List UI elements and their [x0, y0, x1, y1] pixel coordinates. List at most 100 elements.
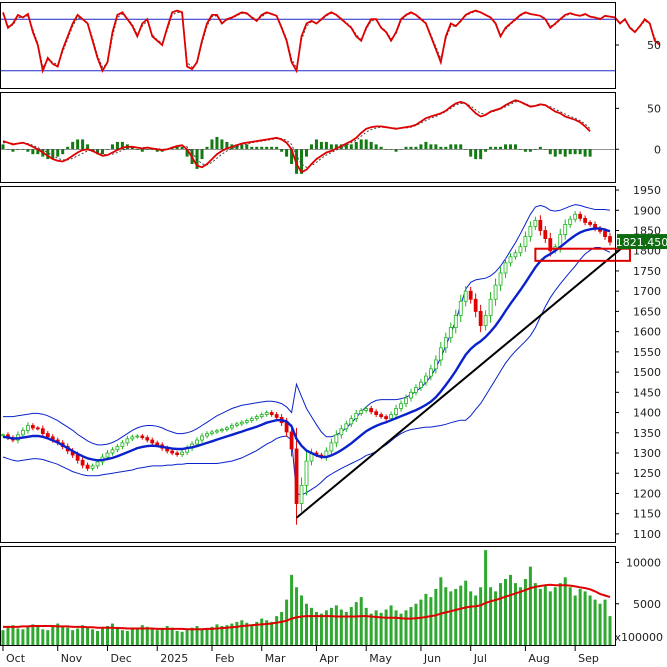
macd-histogram-bar — [205, 146, 209, 150]
price-candle-body — [1, 434, 5, 437]
price-candle-body — [603, 230, 607, 237]
volume-bar — [474, 595, 478, 645]
volume-bar — [96, 630, 100, 645]
macd-histogram-bar — [200, 149, 204, 160]
volume-bar — [101, 628, 105, 645]
x-axis-month-label-Jun: Jun — [423, 652, 441, 665]
macd-histogram-bar — [499, 146, 503, 150]
macd-histogram-bar — [354, 141, 358, 150]
macd-histogram-bar — [120, 141, 124, 150]
volume-bar — [504, 579, 508, 645]
price-candle-body — [264, 412, 269, 415]
macd-histogram-bar — [260, 146, 264, 150]
volume-bar — [324, 610, 328, 645]
volume-bar — [295, 587, 299, 645]
price-candle-body — [409, 391, 413, 399]
price-candle-body — [210, 431, 214, 434]
volume-bar — [41, 629, 45, 645]
macd-histogram-bar — [314, 139, 318, 150]
price-candle-body — [205, 433, 209, 437]
macd-histogram-bar — [568, 149, 572, 155]
macd-histogram-bar — [235, 144, 239, 150]
volume-bar — [86, 626, 90, 645]
macd-histogram-bar — [329, 144, 333, 150]
volume-bar — [170, 627, 174, 645]
volume-bar — [26, 626, 30, 645]
macd-histogram-bar — [484, 149, 488, 152]
macd-histogram-bar — [210, 139, 214, 150]
price-candle-body — [75, 454, 80, 461]
volume-bar — [120, 630, 124, 645]
macd-histogram-bar — [454, 144, 458, 150]
macd-histogram-bar — [404, 146, 408, 150]
price-candle-body — [334, 434, 339, 444]
price-candle-body — [478, 311, 483, 326]
price-tick-label-1700: 1700 — [633, 285, 661, 298]
price-candle-body — [304, 460, 309, 486]
price-candle-body — [528, 226, 533, 237]
macd-histogram-bar — [394, 149, 398, 152]
price-candle-body — [473, 298, 478, 312]
macd-histogram-bar — [573, 149, 577, 155]
macd-histogram-bar — [379, 146, 383, 150]
volume-bar — [384, 609, 388, 645]
support-zone-box — [534, 247, 631, 262]
price-candle-body — [140, 435, 145, 439]
uptrend-line — [295, 243, 627, 519]
macd-histogram-bar — [1, 144, 5, 150]
volume-bar — [155, 630, 159, 645]
price-candle-body — [30, 425, 35, 429]
macd-histogram-bar — [76, 139, 80, 150]
price-tick-label-1100: 1100 — [633, 528, 661, 541]
volume-bar — [91, 629, 95, 645]
volume-bar — [588, 595, 592, 645]
price-candle-body — [274, 414, 279, 418]
macd-histogram-bar — [434, 144, 438, 150]
volume-bar — [210, 626, 214, 645]
price-candle-body — [453, 315, 458, 328]
price-candle-body — [45, 433, 50, 438]
macd-histogram-bar — [66, 146, 70, 150]
macd-histogram-bar — [250, 146, 254, 150]
price-candle-body — [424, 375, 428, 383]
price-candle-body — [120, 442, 125, 447]
macd-histogram-bar — [334, 144, 338, 150]
macd-histogram-bar — [563, 149, 567, 157]
macd-histogram-bar — [429, 144, 433, 150]
volume-bar — [31, 624, 35, 645]
volume-bar — [533, 583, 537, 645]
volume-bar — [280, 612, 284, 645]
rsi-tick-label-50: 50 — [647, 39, 661, 52]
volume-bar — [16, 628, 20, 645]
volume-bar — [459, 585, 463, 645]
volume-bar — [329, 607, 333, 645]
volume-bar — [563, 577, 567, 645]
macd-line — [2, 99, 591, 174]
price-candle-body — [463, 290, 468, 302]
volume-bar — [419, 599, 423, 645]
volume-bar — [309, 607, 313, 645]
macd-histogram-bar — [364, 139, 368, 150]
volume-bar — [285, 599, 289, 645]
macd-histogram-bar — [439, 146, 443, 150]
price-candle-body — [414, 387, 418, 393]
volume-bar — [469, 591, 473, 645]
price-candle-body — [85, 464, 90, 469]
moving-average-line — [2, 227, 611, 462]
macd-histogram-bar — [538, 146, 542, 150]
price-tick-label-1450: 1450 — [633, 386, 661, 399]
volume-bar — [523, 579, 527, 645]
volume-bar — [414, 603, 418, 645]
macd-histogram-bar — [56, 149, 60, 157]
macd-histogram-bar — [101, 149, 105, 155]
x-axis-month-label-Sep: Sep — [578, 652, 599, 665]
macd-histogram-bar — [523, 149, 527, 152]
macd-histogram-bar — [479, 149, 483, 160]
volume-bar — [399, 613, 403, 645]
volume-bar — [255, 621, 259, 645]
price-candle-body — [608, 236, 612, 243]
price-candle-body — [389, 414, 393, 420]
price-tick-label-1250: 1250 — [633, 467, 661, 480]
volume-bar — [369, 613, 373, 645]
